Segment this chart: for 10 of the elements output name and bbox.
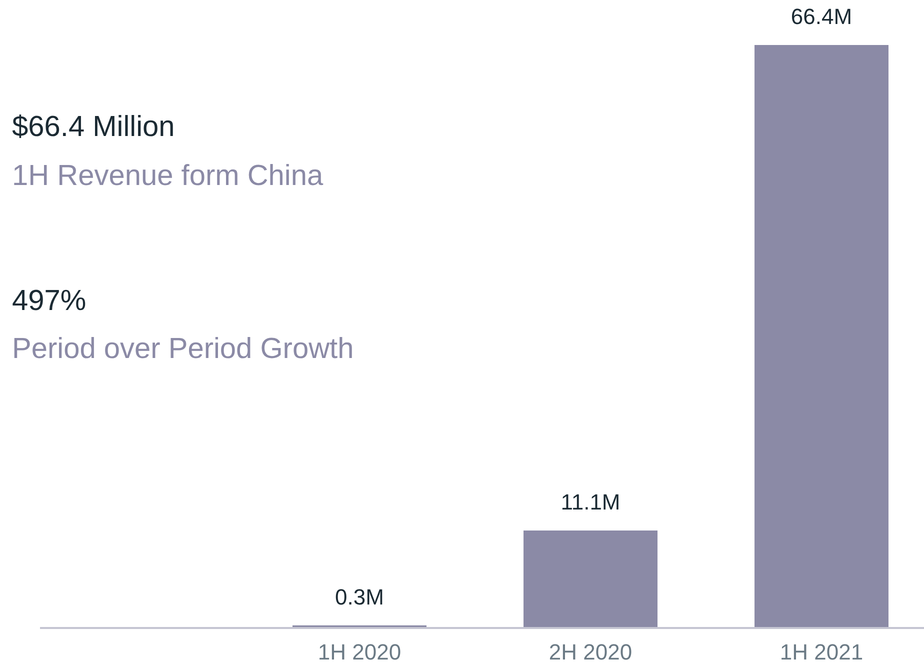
data-label: 66.4M: [790, 4, 852, 29]
annotation: Period over Period Growth: [12, 333, 354, 365]
data-label: 0.3M: [335, 584, 384, 610]
x-tick-label: 2H 2020: [548, 640, 632, 664]
text: $66.4 Million: [12, 111, 175, 143]
x-tick-label: 1H 2020: [318, 640, 402, 664]
data-label: 11.1M: [560, 490, 620, 515]
x-tick-label: 1H 2021: [780, 640, 864, 664]
annotation: 1H Revenue form China: [12, 160, 324, 192]
text: 497%: [12, 285, 86, 317]
